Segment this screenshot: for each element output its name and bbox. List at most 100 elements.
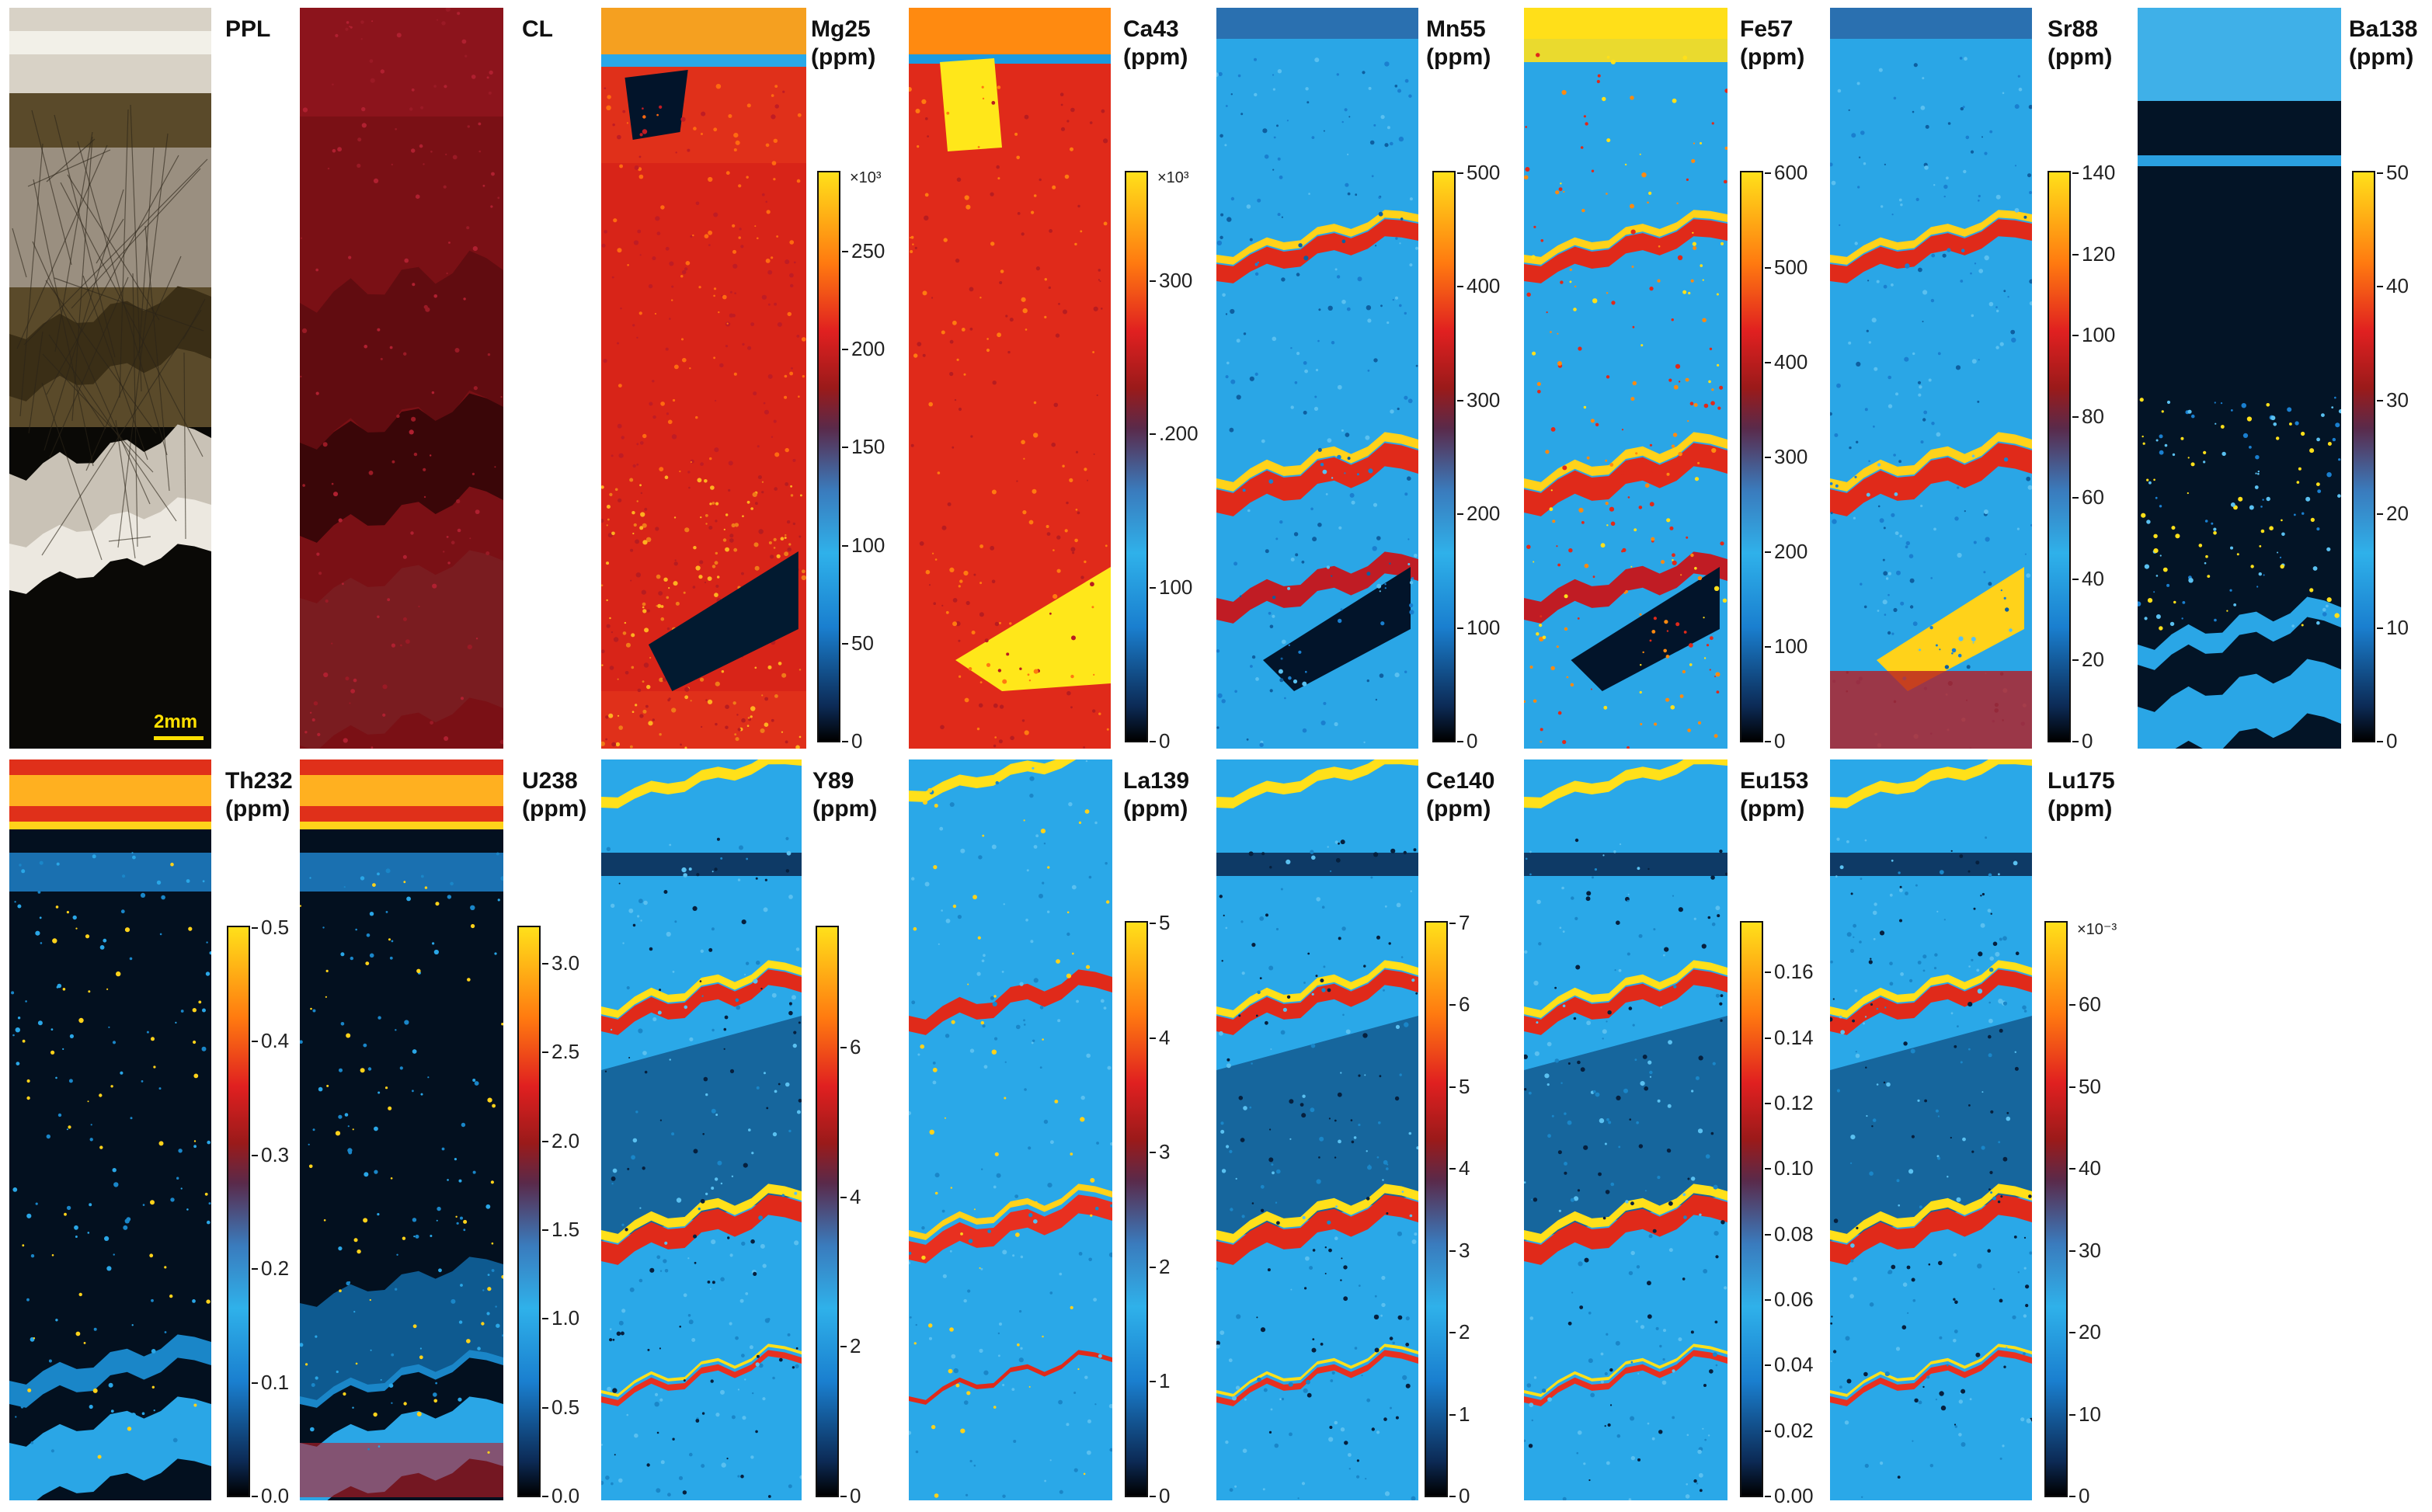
colorbar-tick-label: 20 — [2079, 1320, 2101, 1344]
colorbar-tick-label: 0.5 — [551, 1395, 580, 1419]
colorbar-tick — [840, 1496, 847, 1497]
colorbar-tick — [1457, 741, 1463, 742]
element-name: Ba138 — [2349, 16, 2418, 42]
colorbar-tick — [2377, 741, 2383, 742]
map-image-mg25 — [601, 8, 806, 749]
colorbar-tick — [840, 1047, 847, 1049]
colorbar-tick — [1449, 923, 1456, 924]
colorbar-tick — [2377, 286, 2383, 288]
colorbar-tick — [1150, 923, 1156, 924]
colorbar-tick-label: 3 — [1459, 1238, 1470, 1262]
colorbar-tick-label: 120 — [2082, 242, 2116, 266]
colorbar-ca43: 0 100 .200 300 ×10³ — [1125, 169, 1199, 751]
map-image-th232 — [9, 759, 211, 1500]
colorbar-tick-label: 0.5 — [261, 916, 290, 939]
colorbar-tick — [840, 1346, 847, 1348]
colorbar-tick — [2069, 1496, 2075, 1497]
map-image-la139 — [909, 759, 1112, 1500]
colorbar-tick — [1150, 1496, 1156, 1497]
colorbar-tick-label: 2.5 — [551, 1040, 580, 1064]
colorbar-tick-label: 30 — [2386, 388, 2409, 412]
colorbar-tick — [1765, 1168, 1771, 1170]
colorbar-tick-label: 10 — [2386, 615, 2409, 639]
colorbar-tick-label: 0 — [1459, 1484, 1470, 1507]
colorbar-tick-label: 5 — [1459, 1074, 1470, 1098]
colorbar-tick-label: 0 — [2079, 1484, 2090, 1507]
colorbar-tick — [2072, 172, 2079, 174]
element-name: Th232 — [225, 768, 293, 794]
colorbar-tick-label: 0 — [850, 1484, 861, 1507]
colorbar-tick-label: 0.16 — [1774, 960, 1814, 984]
colorbar-tick-label: 0.0 — [551, 1484, 580, 1507]
unit-label: (ppm) — [812, 796, 878, 822]
colorbar-tick — [1765, 1364, 1771, 1367]
colorbar-tick — [2072, 253, 2079, 255]
colorbar-tick — [1765, 551, 1771, 553]
colorbar-sr88: 0 20 40 60 80 100 120 140 — [2048, 162, 2115, 751]
map-eu153 — [1524, 759, 1727, 1500]
colorbar-tick — [842, 741, 848, 742]
colorbar-tick — [1449, 1168, 1456, 1170]
colorbar-tick-label: 3 — [1159, 1140, 1171, 1164]
colorbar-tick-label: 0 — [1774, 729, 1786, 753]
colorbar-tick — [842, 251, 848, 252]
map-image-ppl — [9, 8, 211, 749]
colorbar-tick-label: 2 — [1459, 1320, 1470, 1344]
colorbar-tick-label: 600 — [1774, 161, 1808, 184]
colorbar-tick-label: 150 — [851, 435, 885, 459]
colorbar-tick — [252, 1268, 258, 1270]
colorbar-th232: 0.0 0.1 0.2 0.3 0.4 0.5 — [227, 917, 289, 1506]
element-name: Mg25 — [811, 16, 871, 42]
colorbar-tick — [542, 1496, 548, 1497]
colorbar-tick-label: 100 — [851, 533, 885, 557]
colorbar-tick-label: 6 — [850, 1035, 861, 1059]
colorbar-tick-label: 4 — [1459, 1156, 1470, 1180]
colorbar-tick — [252, 1154, 258, 1156]
colorbar-tick-label: 0 — [1159, 1484, 1171, 1507]
element-name: Ca43 — [1123, 16, 1179, 42]
colorbar-tick-label: 0.3 — [261, 1142, 290, 1166]
colorbar-tick — [1150, 1037, 1156, 1039]
colorbar-tick-label: 2.0 — [551, 1128, 580, 1152]
colorbar-tick — [1457, 399, 1463, 401]
map-mg25 — [601, 8, 806, 749]
colorbar-tick — [542, 1406, 548, 1409]
colorbar-tick-label: 40 — [2079, 1156, 2101, 1180]
colorbar-tick — [1150, 741, 1156, 742]
colorbar-tick — [252, 1041, 258, 1043]
colorbar-tick — [252, 1382, 258, 1384]
map-image-sr88 — [1830, 8, 2032, 749]
colorbar-tick — [2377, 627, 2383, 629]
colorbar-ba138: 0 10 20 30 40 50 — [2352, 162, 2409, 751]
element-name: Fe57 — [1740, 16, 1794, 42]
colorbar-tick — [1765, 1299, 1771, 1301]
colorbar-tick — [1150, 433, 1156, 436]
element-name: La139 — [1123, 768, 1190, 794]
colorbar-tick-label: 100 — [2082, 323, 2116, 347]
colorbar-tick-label: 3.0 — [551, 951, 580, 975]
colorbar-tick — [1765, 646, 1771, 648]
panel-label-th232: Th232 (ppm) — [225, 767, 293, 823]
colorbar-tick — [2072, 497, 2079, 499]
colorbar-tick — [1457, 286, 1463, 288]
element-name: Y89 — [812, 768, 854, 794]
colorbar-tick-label: 50 — [851, 631, 874, 655]
colorbar-tick — [2069, 1086, 2075, 1088]
unit-label: (ppm) — [1740, 44, 1805, 70]
colorbar-tick-label: 0 — [2082, 729, 2093, 753]
colorbar-tick — [1765, 362, 1771, 363]
panel-label-la139: La139 (ppm) — [1123, 767, 1189, 823]
colorbar-tick-label: 0.08 — [1774, 1222, 1814, 1246]
unit-label: (ppm) — [2048, 796, 2113, 822]
colorbar-tick — [2069, 1413, 2075, 1416]
panel-label-lu175: Lu175 (ppm) — [2048, 767, 2115, 823]
panel-label-y89: Y89 (ppm) — [812, 767, 877, 823]
colorbar-tick-label: 0.1 — [261, 1370, 290, 1394]
colorbar-tick — [1150, 587, 1156, 589]
map-image-mn55 — [1216, 8, 1418, 749]
colorbar-tick — [542, 1229, 548, 1231]
colorbar-tick-label: 60 — [2082, 485, 2104, 509]
colorbar-tick — [2069, 1332, 2075, 1334]
unit-label: (ppm) — [1123, 796, 1188, 822]
